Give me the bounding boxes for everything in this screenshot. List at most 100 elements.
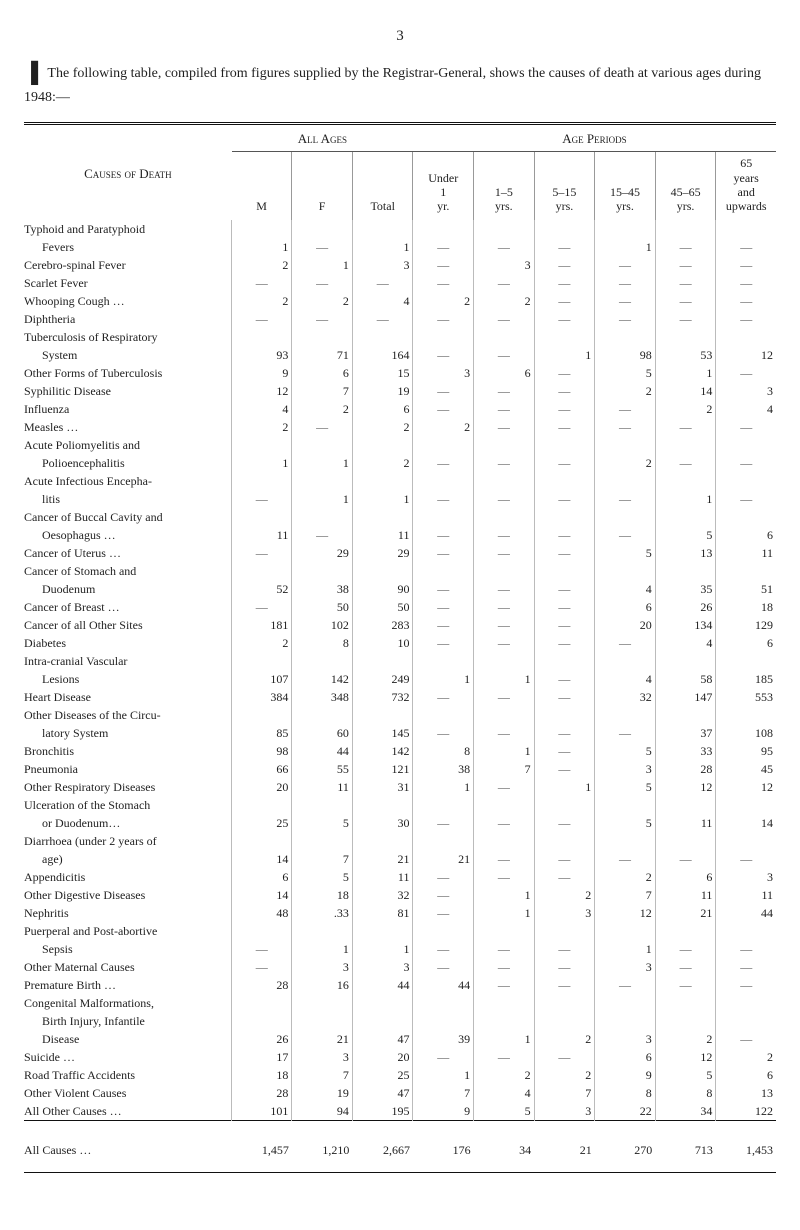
table-cell: — bbox=[534, 958, 595, 976]
table-cell: 21 bbox=[292, 1030, 353, 1048]
table-cell: 7 bbox=[595, 886, 656, 904]
table-cell: 31 bbox=[352, 778, 413, 796]
table-cell: 1 bbox=[655, 490, 716, 508]
table-cell bbox=[474, 652, 535, 670]
table-cell: 164 bbox=[352, 346, 413, 364]
table-cell: 1 bbox=[352, 238, 413, 256]
table-cell: 6 bbox=[292, 364, 353, 382]
table-cell: — bbox=[413, 526, 474, 544]
cause-label: Road Traffic Accidents bbox=[24, 1066, 232, 1084]
table-cell: — bbox=[352, 274, 413, 292]
table-cell: — bbox=[534, 382, 595, 400]
table-cell bbox=[232, 994, 292, 1012]
table-cell: — bbox=[474, 400, 535, 418]
table-cell: — bbox=[474, 688, 535, 706]
table-cell: 37 bbox=[655, 724, 716, 742]
table-cell: — bbox=[474, 274, 535, 292]
table-cell: 94 bbox=[292, 1102, 353, 1121]
table-cell: 2 bbox=[232, 292, 292, 310]
table-cell: 9 bbox=[413, 1102, 474, 1121]
table-cell bbox=[413, 1012, 474, 1030]
table-cell: — bbox=[716, 958, 776, 976]
table-cell: 12 bbox=[655, 1048, 716, 1066]
table-cell: — bbox=[413, 1048, 474, 1066]
table-cell: — bbox=[716, 292, 776, 310]
table-cell: 95 bbox=[716, 742, 776, 760]
table-cell: 13 bbox=[716, 1084, 776, 1102]
table-cell: — bbox=[413, 616, 474, 634]
table-cell: — bbox=[413, 238, 474, 256]
table-cell: 25 bbox=[352, 1066, 413, 1084]
table-cell: 22 bbox=[595, 1102, 656, 1121]
col-header: 1–5yrs. bbox=[474, 152, 535, 220]
table-cell: 4 bbox=[716, 400, 776, 418]
table-cell bbox=[474, 796, 535, 814]
table-cell: 3 bbox=[534, 1102, 595, 1121]
total-cell: 1,453 bbox=[716, 1129, 776, 1173]
mortality-table: Causes of Death All Ages Age Periods MFT… bbox=[24, 125, 776, 1173]
table-cell: 98 bbox=[595, 346, 656, 364]
table-cell: 121 bbox=[352, 760, 413, 778]
table-cell: 8 bbox=[655, 1084, 716, 1102]
table-cell: — bbox=[232, 958, 292, 976]
cause-label: Oesophagus … bbox=[24, 526, 232, 544]
table-cell: 35 bbox=[655, 580, 716, 598]
table-cell: 2 bbox=[352, 418, 413, 436]
table-cell: — bbox=[474, 634, 535, 652]
table-cell: — bbox=[595, 292, 656, 310]
table-cell bbox=[716, 562, 776, 580]
table-cell: — bbox=[655, 418, 716, 436]
table-cell: 12 bbox=[655, 778, 716, 796]
table-cell: — bbox=[655, 958, 716, 976]
table-cell: — bbox=[413, 400, 474, 418]
cause-label: System bbox=[24, 346, 232, 364]
table-cell: 53 bbox=[655, 346, 716, 364]
table-cell: 147 bbox=[655, 688, 716, 706]
table-cell: 1 bbox=[534, 346, 595, 364]
table-cell bbox=[655, 562, 716, 580]
table-cell: — bbox=[474, 778, 535, 796]
table-cell bbox=[595, 796, 656, 814]
table-cell: 81 bbox=[352, 904, 413, 922]
col-header: 5–15yrs. bbox=[534, 152, 595, 220]
table-cell: 1 bbox=[595, 940, 656, 958]
total-cell: 1,210 bbox=[292, 1129, 353, 1173]
table-cell: 3 bbox=[474, 256, 535, 274]
col-header: Total bbox=[352, 152, 413, 220]
cause-label: Suicide … bbox=[24, 1048, 232, 1066]
table-cell: — bbox=[534, 670, 595, 688]
cause-label: Other Maternal Causes bbox=[24, 958, 232, 976]
table-cell: 6 bbox=[716, 1066, 776, 1084]
table-cell bbox=[716, 508, 776, 526]
table-cell bbox=[474, 472, 535, 490]
table-cell: — bbox=[413, 544, 474, 562]
table-cell: — bbox=[534, 742, 595, 760]
table-cell bbox=[474, 832, 535, 850]
table-cell: 33 bbox=[655, 742, 716, 760]
table-cell: 3 bbox=[716, 868, 776, 886]
table-cell bbox=[655, 652, 716, 670]
col-group-age-periods: Age Periods bbox=[413, 125, 776, 152]
table-cell: 52 bbox=[232, 580, 292, 598]
table-cell: 20 bbox=[595, 616, 656, 634]
table-cell: 6 bbox=[474, 364, 535, 382]
table-cell bbox=[292, 1012, 353, 1030]
table-cell: 6 bbox=[716, 634, 776, 652]
cause-label: Intra-cranial Vascular bbox=[24, 652, 232, 670]
table-cell bbox=[292, 328, 353, 346]
table-cell bbox=[595, 328, 656, 346]
total-cell: 1,457 bbox=[232, 1129, 292, 1173]
table-cell: 20 bbox=[232, 778, 292, 796]
col-header: 45–65yrs. bbox=[655, 152, 716, 220]
cause-label: Scarlet Fever bbox=[24, 274, 232, 292]
table-cell bbox=[716, 796, 776, 814]
table-cell: — bbox=[413, 346, 474, 364]
table-cell: 34 bbox=[655, 1102, 716, 1121]
table-cell: — bbox=[474, 940, 535, 958]
table-cell: 5 bbox=[595, 814, 656, 832]
table-cell: — bbox=[716, 454, 776, 472]
cause-label: Other Forms of Tuberculosis bbox=[24, 364, 232, 382]
table-cell: — bbox=[595, 400, 656, 418]
table-cell: 3 bbox=[595, 958, 656, 976]
table-cell bbox=[352, 796, 413, 814]
